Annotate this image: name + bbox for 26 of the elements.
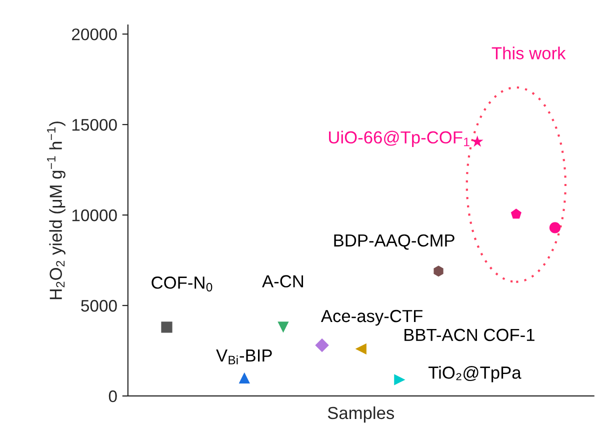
point [238,372,250,384]
series-label: V$_{Bi}$-BIP [216,350,272,364]
point [161,322,172,333]
x-axis-title: Samples [328,406,394,423]
point [278,322,289,333]
text: H$_{2}$O$_{2}$ yield (μM g$^{−1}$ h$^{−1}$) [47,122,66,300]
point [510,208,522,219]
series-label: UiO-66@Tp-COF$_{1}$ [329,130,470,147]
point [394,374,406,386]
text: A-CN [262,275,304,288]
series-label: BDP-AAQ-CMP [334,234,454,250]
point [355,343,366,354]
series-label: Ace-asy-CTF [320,310,422,326]
point [471,135,484,147]
annotation: This work [492,46,566,60]
text: BBT-ACN COF-1 [404,328,534,342]
series-label: COF-N$_{0}$ [152,276,212,292]
point [434,266,444,277]
y-tick-label: 5000 [81,300,117,312]
point [315,338,329,352]
point [549,222,561,234]
y-tick-label: 20000 [72,28,117,40]
y-tick-label: 10000 [72,209,117,222]
y-tick-label: 15000 [72,118,117,131]
y-tick-label: 0 [108,390,117,402]
series-label: TiO₂@TpPa [428,366,522,382]
